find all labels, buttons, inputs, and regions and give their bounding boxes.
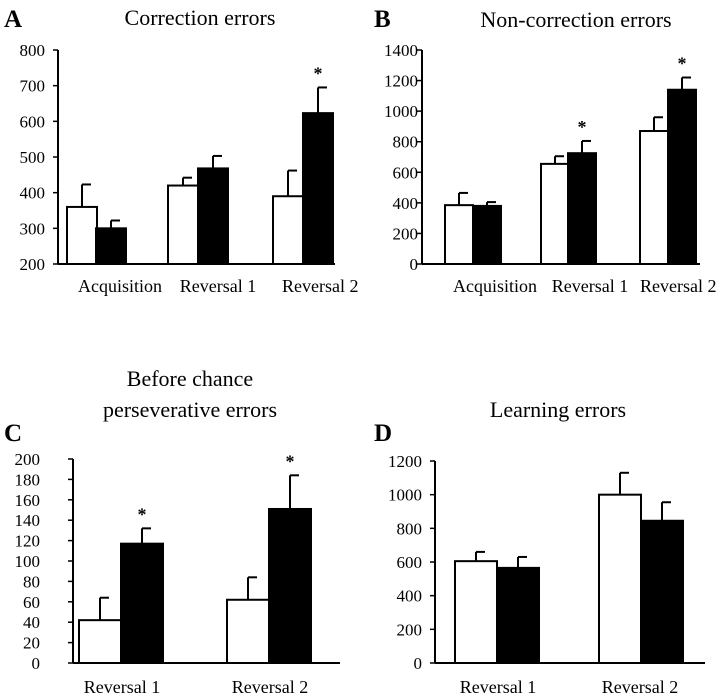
bar — [197, 167, 229, 265]
bar — [598, 493, 642, 664]
significance-marker: * — [138, 504, 147, 524]
significance-marker: * — [578, 117, 587, 137]
y-tick-label: 160 — [15, 491, 41, 510]
y-tick-label: 200 — [20, 255, 46, 274]
bar — [567, 152, 597, 265]
y-tick-label: 200 — [393, 224, 419, 243]
chart-title: Non-correction errors — [480, 7, 671, 32]
bar — [667, 88, 697, 265]
category-label: Reversal 1 — [180, 276, 256, 296]
y-tick-label: 400 — [393, 194, 419, 213]
y-tick-label: 700 — [20, 77, 46, 96]
bar — [640, 519, 684, 665]
y-tick-label: 600 — [20, 112, 46, 131]
chart-panel-d: D Learning errors 0 200 400 600 800 1000 1200 Rev… — [374, 397, 705, 697]
chart-title: Correction errors — [125, 5, 276, 30]
panel-letter: D — [374, 420, 392, 447]
panel-letter: C — [4, 420, 22, 447]
y-tick-label: 800 — [20, 41, 46, 60]
chart-title: Learning errors — [490, 397, 626, 422]
category-label: Reversal 1 — [84, 677, 160, 697]
y-tick-label: 100 — [15, 552, 41, 571]
chart-title: perseverative errors — [103, 397, 277, 422]
y-tick-label: 120 — [15, 532, 41, 551]
y-tick-label: 0 — [414, 654, 423, 673]
y-tick-label: 1000 — [388, 486, 422, 505]
y-tick-label: 800 — [397, 519, 423, 538]
bar — [226, 598, 270, 665]
panel-letter: A — [4, 6, 22, 33]
bar — [302, 112, 334, 265]
y-tick-label: 600 — [393, 163, 419, 182]
bar — [639, 130, 669, 265]
bar — [78, 619, 122, 664]
bar — [540, 162, 570, 265]
bar — [496, 566, 540, 664]
bar — [454, 560, 498, 664]
y-tick-label: 0 — [32, 654, 41, 673]
category-label: Reversal 1 — [552, 276, 628, 296]
y-tick-label: 0 — [410, 255, 419, 274]
bar — [444, 204, 474, 265]
significance-marker: * — [314, 63, 323, 83]
category-label: Acquisition — [453, 276, 537, 296]
bar — [268, 507, 312, 665]
chart-panel-a: A Correction errors 200 300 400 500 600 700 800 A… — [4, 5, 358, 296]
category-label: Reversal 1 — [460, 677, 536, 697]
bar — [66, 205, 98, 265]
significance-marker: * — [286, 451, 295, 471]
significance-marker: * — [678, 54, 687, 74]
y-tick-label: 200 — [15, 450, 41, 469]
category-label: Acquisition — [78, 276, 162, 296]
category-label: Reversal 2 — [282, 276, 358, 296]
y-tick-label: 1200 — [384, 72, 418, 91]
category-label: Reversal 2 — [232, 677, 308, 697]
y-tick-label: 200 — [397, 620, 423, 639]
y-tick-label: 140 — [15, 511, 41, 530]
y-tick-label: 1200 — [388, 452, 422, 471]
bar — [272, 195, 304, 266]
y-tick-label: 40 — [23, 613, 40, 632]
y-tick-label: 180 — [15, 470, 41, 489]
bar — [167, 184, 199, 266]
y-tick-label: 600 — [397, 553, 423, 572]
chart-panel-c: C Before chance perseverative errors 020 406… — [4, 366, 340, 697]
bar — [472, 204, 502, 266]
chart-title: Before chance — [127, 366, 253, 391]
y-tick-label: 20 — [23, 634, 40, 653]
y-tick-label: 1400 — [384, 41, 418, 60]
panel-letter: B — [374, 6, 391, 33]
y-tick-label: 800 — [393, 133, 419, 152]
y-tick-label: 80 — [23, 572, 40, 591]
y-tick-label: 60 — [23, 593, 40, 612]
chart-panel-b: B Non-correction errors 0 200 400 600 800 1000 1… — [374, 6, 716, 296]
bar — [95, 227, 127, 265]
y-tick-label: 400 — [397, 587, 423, 606]
y-tick-label: 1000 — [384, 102, 418, 121]
bar — [120, 542, 164, 664]
y-tick-label: 400 — [20, 184, 46, 203]
category-label: Reversal 2 — [602, 677, 678, 697]
y-tick-label: 500 — [20, 148, 46, 167]
y-tick-label: 300 — [20, 219, 46, 238]
category-label: Reversal 2 — [640, 276, 716, 296]
